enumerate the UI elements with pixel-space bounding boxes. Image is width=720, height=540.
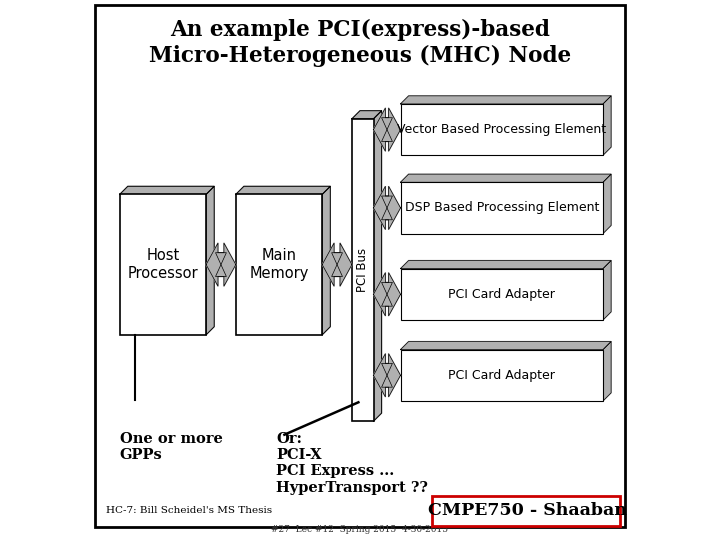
Polygon shape <box>400 174 611 183</box>
Polygon shape <box>400 96 611 104</box>
Polygon shape <box>332 243 352 286</box>
Bar <box>400 104 603 156</box>
Polygon shape <box>382 354 400 397</box>
Text: PCI Card Adapter: PCI Card Adapter <box>449 288 555 301</box>
Polygon shape <box>603 96 611 156</box>
Polygon shape <box>215 243 236 286</box>
Polygon shape <box>374 108 392 151</box>
Text: One or more
GPPs: One or more GPPs <box>120 432 222 462</box>
Text: PCI Card Adapter: PCI Card Adapter <box>449 369 555 382</box>
Text: CMPE750 - Shaaban: CMPE750 - Shaaban <box>428 502 627 519</box>
Bar <box>400 183 603 233</box>
Polygon shape <box>382 186 400 230</box>
Polygon shape <box>352 111 382 119</box>
Polygon shape <box>400 341 611 350</box>
Polygon shape <box>120 186 215 194</box>
Bar <box>352 119 374 421</box>
Bar <box>236 194 323 335</box>
Bar <box>400 268 603 320</box>
Text: Or:
PCI-X
PCI Express ...
HyperTransport ??: Or: PCI-X PCI Express ... HyperTransport… <box>276 432 428 495</box>
Text: Vector Based Processing Element: Vector Based Processing Element <box>397 123 606 136</box>
Polygon shape <box>206 186 215 335</box>
Polygon shape <box>374 273 392 316</box>
Polygon shape <box>374 186 392 230</box>
Polygon shape <box>236 186 330 194</box>
Polygon shape <box>603 174 611 233</box>
Bar <box>120 194 206 335</box>
Polygon shape <box>603 260 611 320</box>
Polygon shape <box>382 108 400 151</box>
Text: PCI Bus: PCI Bus <box>356 248 369 292</box>
Polygon shape <box>374 354 392 397</box>
Text: Main
Memory: Main Memory <box>249 248 309 281</box>
Text: Host
Processor: Host Processor <box>127 248 198 281</box>
Polygon shape <box>323 243 343 286</box>
Polygon shape <box>323 186 330 335</box>
FancyBboxPatch shape <box>432 496 621 526</box>
Polygon shape <box>374 111 382 421</box>
Polygon shape <box>603 341 611 401</box>
Polygon shape <box>206 243 226 286</box>
Polygon shape <box>382 273 400 316</box>
Bar <box>400 350 603 401</box>
Text: HC-7: Bill Scheidel's MS Thesis: HC-7: Bill Scheidel's MS Thesis <box>107 506 272 515</box>
Text: An example PCI(express)-based
Micro-Heterogeneous (MHC) Node: An example PCI(express)-based Micro-Hete… <box>149 19 571 66</box>
Polygon shape <box>400 260 611 268</box>
Text: DSP Based Processing Element: DSP Based Processing Element <box>405 201 599 214</box>
Text: #27  Lec #12  Spring 2015  4-30-2015: #27 Lec #12 Spring 2015 4-30-2015 <box>271 524 449 534</box>
